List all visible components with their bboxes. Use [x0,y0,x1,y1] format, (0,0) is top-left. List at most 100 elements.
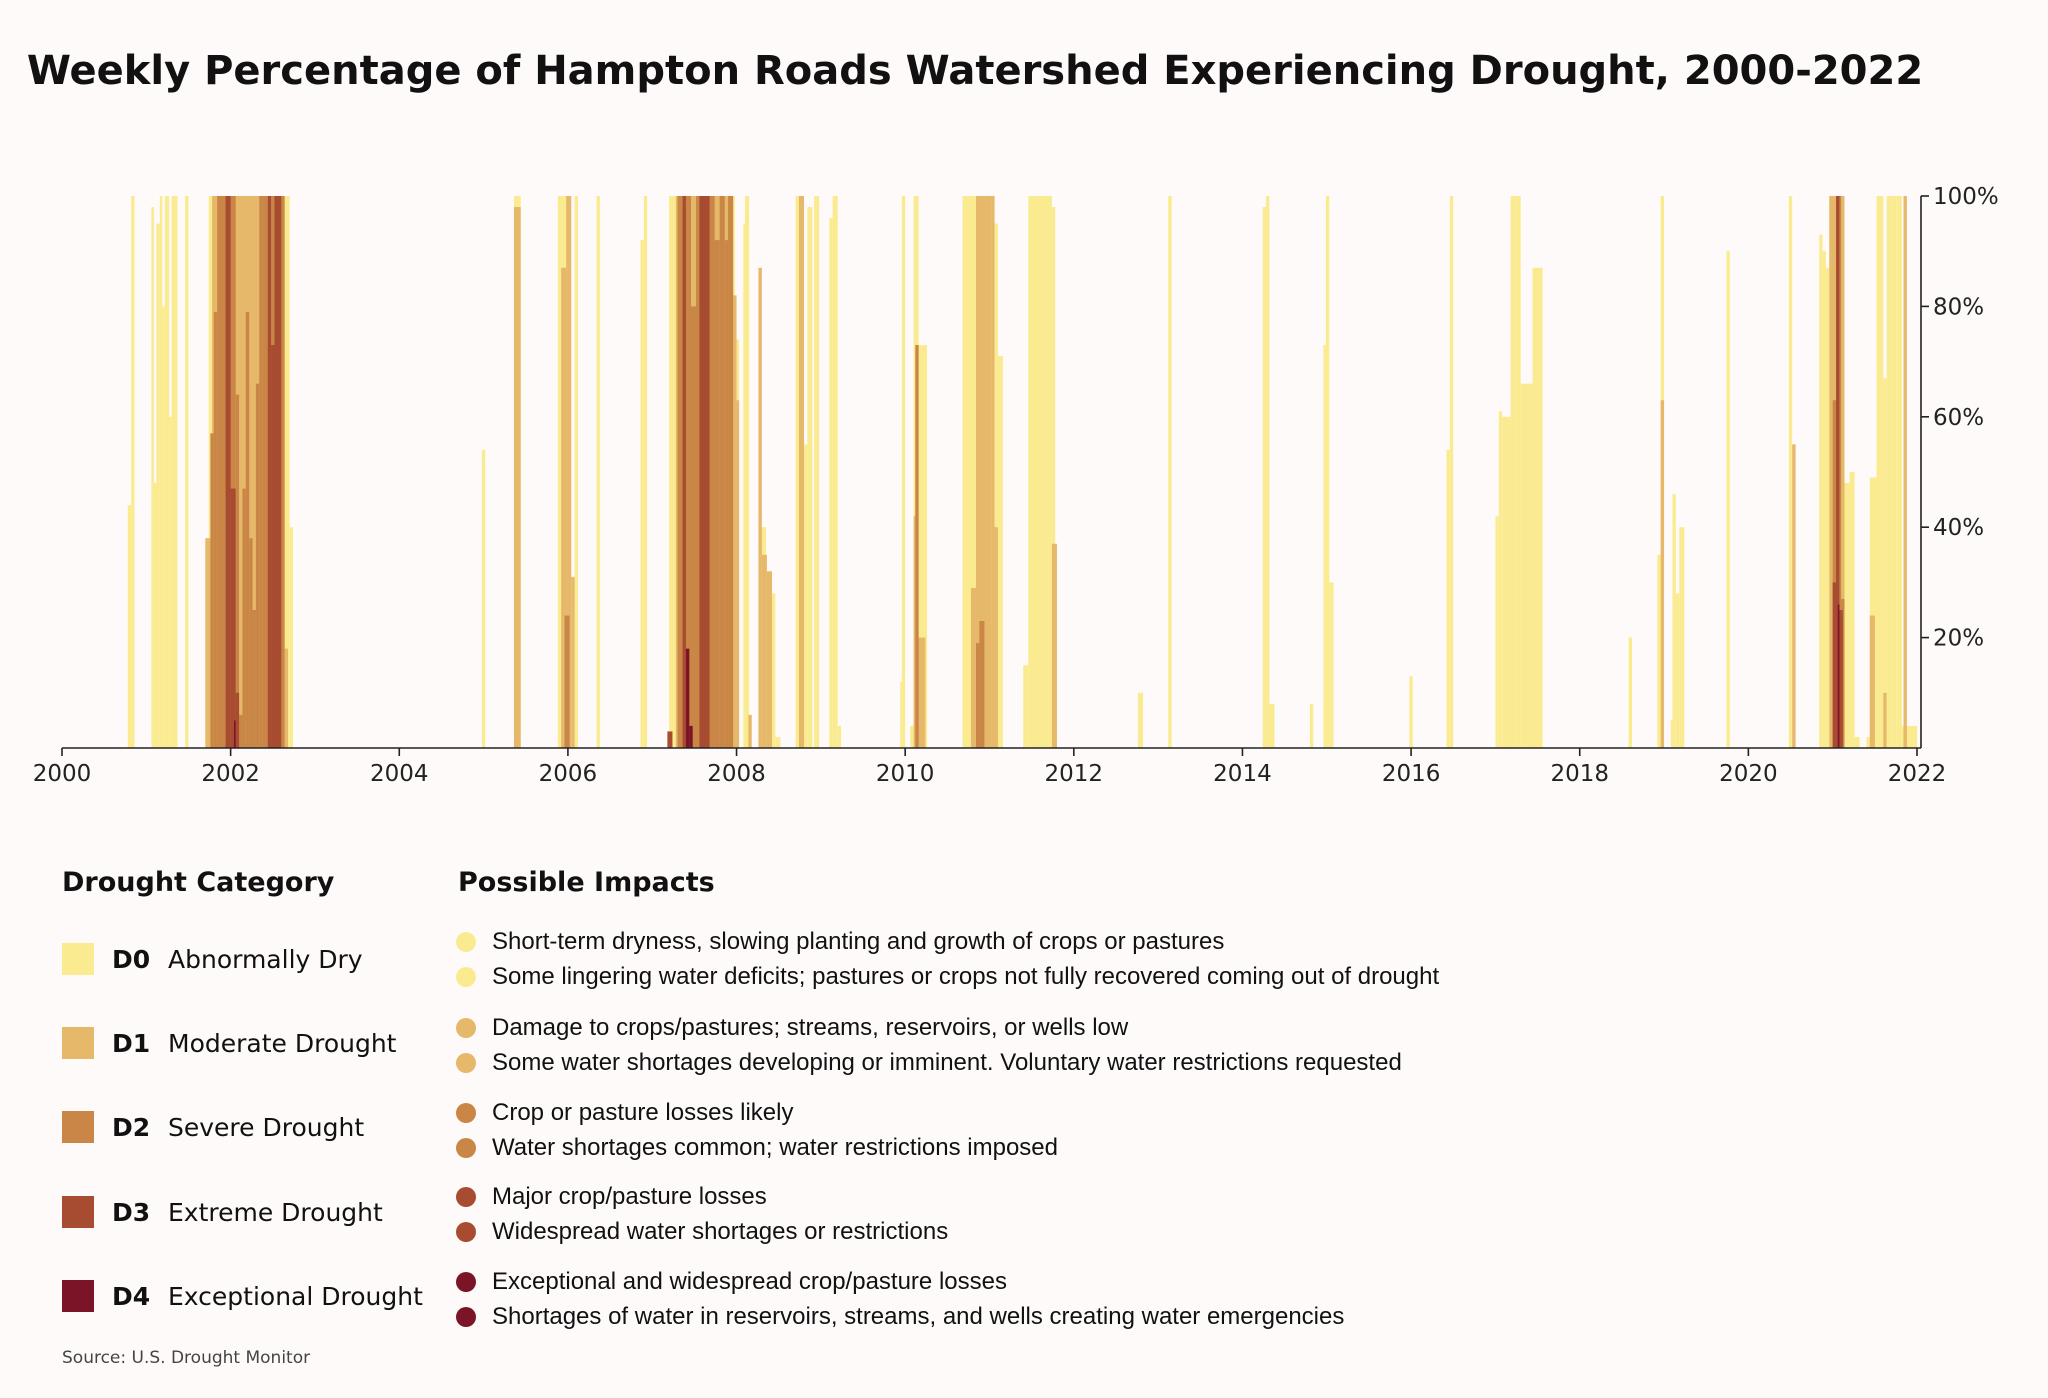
drought-bar [1323,345,1326,748]
drought-bar [1866,736,1870,748]
drought-bar [1325,196,1330,748]
drought-bar [771,593,776,748]
drought-bar [213,311,218,748]
drought-bar [159,196,163,748]
drought-bar [976,643,980,748]
drought-bar [1792,444,1796,748]
drought-bar [242,488,246,748]
drought-bar [284,648,288,748]
drought-bar [807,207,813,749]
drought-bar [1679,527,1685,748]
impact-text: Damage to crops/pastures; streams, reser… [492,1014,1129,1041]
chart-title: Weekly Percentage of Hampton Roads Water… [26,48,1924,94]
x-tick-label: 2018 [1550,761,1609,787]
drought-bar [719,196,725,748]
drought-bar [1883,692,1887,748]
drought-bar [1876,196,1884,748]
drought-bar [1498,411,1503,748]
series-d0 [127,196,1917,749]
impact-item: Some water shortages developing or immin… [456,1047,1402,1079]
drought-bar [724,240,729,748]
drought-bar [1510,196,1516,748]
drought-bar [916,637,926,748]
drought-bar [127,505,132,748]
drought-bar [640,240,644,748]
drought-bar [1832,582,1837,748]
drought-bar [1023,665,1029,748]
impact-dot [456,1222,476,1242]
legend-swatch [62,943,94,975]
impact-dot [456,1018,476,1038]
drought-bar [169,416,172,748]
drought-bar [249,538,253,748]
drought-bar [1329,582,1334,748]
drought-bar [289,527,294,748]
impact-dot [456,1053,476,1073]
drought-bar [1495,516,1499,748]
drought-bar [151,207,154,749]
impact-item: Crop or pasture losses likely [456,1097,793,1129]
legend-label: Abnormally Dry [168,944,363,974]
drought-bar [1266,196,1270,748]
drought-bar [1788,196,1793,748]
drought-bar [1051,543,1057,748]
drought-bar [1409,676,1413,748]
legend-code: D3 [112,1197,151,1227]
drought-bar [1449,196,1454,748]
legend-item-d3: D3 Extreme Drought [62,1196,383,1228]
drought-bar [667,731,673,748]
drought-bar [736,400,740,748]
legend-label: Moderate Drought [168,1028,397,1058]
legend-item-d4: D4 Exceptional Drought [62,1280,423,1312]
drought-bar [1869,477,1877,748]
drought-bar [1628,637,1632,748]
drought-bar [185,196,189,748]
x-tick-label: 2006 [539,761,598,787]
y-tick-label: 60% [1933,405,1984,431]
drought-bar [1886,196,1892,748]
impact-text: Some lingering water deficits; pastures … [492,963,1440,990]
drought-bar [1832,400,1838,748]
impact-text: Crop or pasture losses likely [492,1099,794,1126]
drought-bar [262,196,268,748]
impact-text: Major crop/pasture losses [492,1183,767,1210]
drought-bar [1822,251,1826,748]
drought-bar [1837,196,1842,748]
drought-bar [1446,449,1450,748]
drought-bar [900,681,902,748]
legend-code: D0 [112,944,151,974]
drought-bar [1825,267,1830,748]
drought-bar [1819,234,1823,748]
drought-bar [991,196,995,748]
drought-bar [775,736,781,748]
x-tick-label: 2012 [1045,761,1104,787]
drought-bar [758,267,762,748]
impact-dot [456,967,476,987]
drought-bar [208,196,213,748]
legend-label: Exceptional Drought [168,1281,423,1311]
drought-bar [1883,378,1887,748]
drought-bar [271,345,275,748]
drought-bar [979,621,985,748]
drought-bar [1836,196,1840,748]
legend-label: Severe Drought [168,1112,365,1142]
series-d3 [225,196,1843,748]
drought-bar [561,267,567,748]
drought-bar [234,720,236,748]
series-d1 [205,196,1907,749]
drought-bar [744,196,750,748]
possible-impacts-heading: Possible Impacts [458,867,715,898]
drought-bar [689,725,693,748]
drought-bar [1854,736,1860,748]
drought-bar [1869,615,1875,748]
impact-dot [456,932,476,952]
drought-bar [205,538,213,748]
drought-bar [732,295,737,748]
x-tick-label: 2002 [201,761,260,787]
legend-code: D4 [112,1281,151,1311]
drought-bar [682,196,686,748]
drought-bar [814,196,820,748]
x-tick-label: 2014 [1213,761,1272,787]
drought-chart: 2000 2002 2004 2006 2008 2010 2012 2014 2016 2018… [33,184,1999,787]
drought-bar [994,527,998,748]
